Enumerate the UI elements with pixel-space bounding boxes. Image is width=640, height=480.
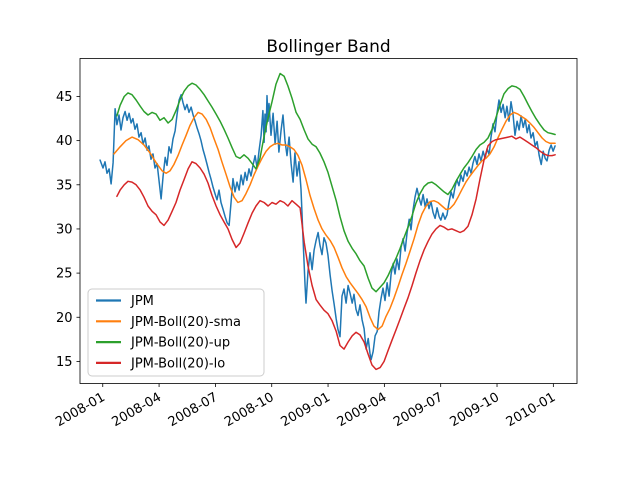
chart-title: Bollinger Band bbox=[266, 37, 390, 57]
y-tick-label: 40 bbox=[56, 134, 73, 149]
y-tick-label: 35 bbox=[56, 178, 73, 193]
y-tick-label: 30 bbox=[56, 222, 73, 237]
legend-label-jpm: JPM bbox=[130, 294, 154, 309]
series-line-jpm-boll-20-lo bbox=[116, 135, 556, 371]
legend-label-jpm-boll-20-sma: JPM-Boll(20)-sma bbox=[130, 315, 241, 330]
legend-label-jpm-boll-20-up: JPM-Boll(20)-up bbox=[130, 336, 230, 351]
plot-border bbox=[79, 58, 578, 384]
y-tick-label: 20 bbox=[56, 311, 73, 326]
y-tick-label: 45 bbox=[56, 90, 73, 105]
legend-box bbox=[87, 288, 265, 377]
y-tick-label: 25 bbox=[56, 267, 73, 282]
y-tick-label: 15 bbox=[56, 355, 73, 370]
legend-label-jpm-boll-20-lo: JPM-Boll(20)-lo bbox=[130, 356, 225, 371]
series-line-jpm-boll-20-up bbox=[116, 72, 556, 293]
